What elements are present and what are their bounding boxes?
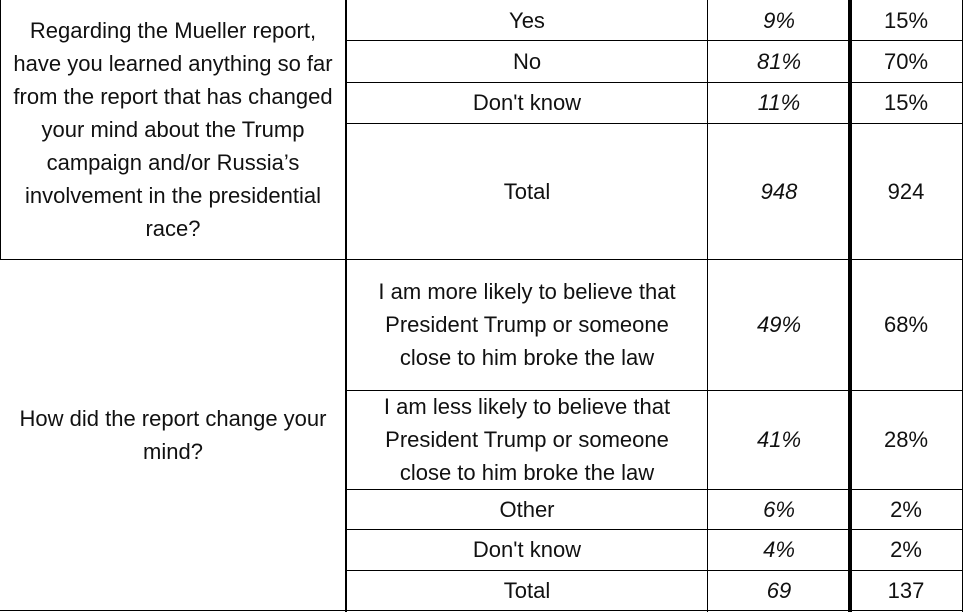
- value-col1-no: 81%: [756, 48, 802, 74]
- value-col1-dont-know: 4%: [763, 537, 795, 562]
- gridline-row: [346, 82, 963, 83]
- value-col2-total: 924: [887, 178, 925, 204]
- answer-more-likely: I am more likely to believe that Preside…: [378, 279, 676, 370]
- answer-no: No: [512, 48, 542, 74]
- answer-total: Total: [503, 578, 551, 603]
- answer-dont-know: Don't know: [472, 90, 582, 115]
- value-col2-dont-know: 15%: [883, 90, 929, 115]
- gridline-section-divider: [0, 259, 963, 260]
- value-col1-total: 948: [760, 178, 798, 204]
- gridline-row: [346, 390, 963, 391]
- gridline-left-question1: [0, 0, 1, 259]
- value-col2-no: 70%: [883, 48, 929, 74]
- answer-yes: Yes: [509, 7, 545, 33]
- value-col2-dont-know: 2%: [890, 537, 922, 562]
- gridline-question-divider: [345, 0, 347, 612]
- value-col2-more-likely: 68%: [883, 312, 929, 337]
- question-mueller-report-mind-change: Regarding the Mueller report, have you l…: [0, 0, 346, 259]
- value-col2-less-likely: 28%: [883, 427, 929, 452]
- gridline-row: [346, 40, 963, 41]
- gridline-row: [346, 529, 963, 530]
- value-col1-less-likely: 41%: [756, 427, 802, 452]
- value-col1-yes: 9%: [763, 7, 795, 33]
- gridline-bottom-edge: [0, 610, 963, 611]
- gridline-row: [346, 570, 963, 571]
- answer-other: Other: [499, 496, 555, 522]
- question-how-did-report-change-mind: How did the report change your mind?: [0, 259, 346, 611]
- value-col1-more-likely: 49%: [756, 312, 802, 337]
- answer-total: Total: [503, 178, 551, 204]
- answer-dont-know: Don't know: [472, 537, 582, 562]
- value-col2-other: 2%: [890, 496, 922, 522]
- value-col2-yes: 15%: [883, 7, 929, 33]
- gridline-answer-divider: [707, 0, 708, 612]
- question-text: Regarding the Mueller report, have you l…: [13, 18, 333, 241]
- gridline-row: [346, 489, 963, 490]
- value-col1-total: 69: [766, 578, 792, 603]
- value-col1-dont-know: 11%: [757, 90, 801, 115]
- gridline-row: [346, 123, 963, 124]
- value-col2-total: 137: [887, 578, 925, 603]
- gridline-right-edge: [962, 0, 963, 612]
- answer-less-likely: I am less likely to believe that Preside…: [383, 394, 671, 485]
- gridline-thick-column-divider: [848, 0, 852, 612]
- question-text: How did the report change your mind?: [19, 406, 327, 464]
- value-col1-other: 6%: [763, 496, 795, 522]
